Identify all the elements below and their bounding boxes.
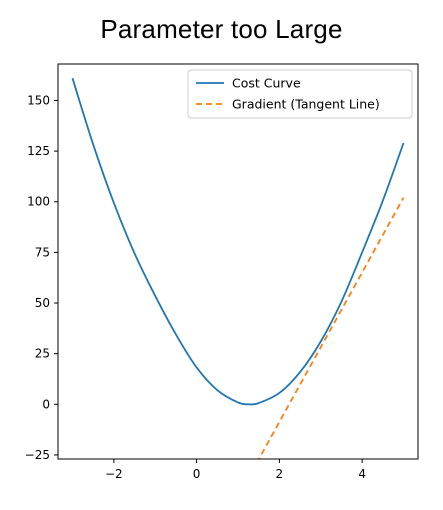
- y-tick-label: 100: [27, 195, 50, 209]
- ticks-layer: −2 0 2 4 −25 0 25 50 75 100 125 150: [25, 93, 366, 481]
- tangent-line: [257, 197, 405, 459]
- legend-label-tangent: Gradient (Tangent Line): [232, 97, 380, 112]
- x-tick-label: −2: [105, 467, 123, 481]
- chart-title: Parameter too Large: [100, 14, 343, 44]
- y-tick-label: 0: [42, 397, 50, 411]
- legend: Cost Curve Gradient (Tangent Line): [187, 69, 413, 119]
- y-tick-label: 50: [35, 296, 50, 310]
- x-tick-label: 0: [193, 467, 201, 481]
- y-tick-label: 150: [27, 93, 50, 107]
- legend-label-cost: Cost Curve: [232, 76, 301, 91]
- x-tick-label: 2: [276, 467, 284, 481]
- plot-frame: [57, 63, 419, 460]
- legend-box: [187, 69, 413, 119]
- y-tick-label: 25: [35, 347, 50, 361]
- y-tick-label: −25: [25, 448, 50, 462]
- x-tick-label: 4: [358, 467, 366, 481]
- cost-curve-line: [71, 77, 405, 406]
- plot-layer: [71, 77, 405, 459]
- y-tick-label: 125: [27, 144, 50, 158]
- y-tick-label: 75: [35, 245, 50, 259]
